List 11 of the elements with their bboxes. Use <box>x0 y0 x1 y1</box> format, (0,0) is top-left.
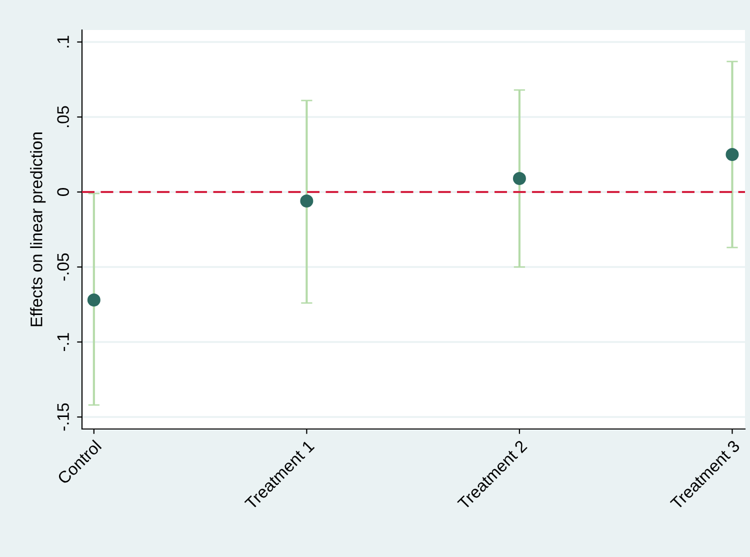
point <box>87 293 100 307</box>
y-tick-label: .05 <box>57 106 69 128</box>
y-tick-label: -.1 <box>57 333 69 351</box>
point <box>726 148 739 162</box>
y-tick-label: 0 <box>57 188 69 196</box>
point <box>300 194 314 208</box>
y-axis-title: Effects on linear prediction <box>30 132 46 326</box>
y-tick-label: -.05 <box>57 253 69 281</box>
point <box>512 172 526 186</box>
y-tick-label: .1 <box>57 36 69 48</box>
y-tick-label: -.15 <box>57 403 69 431</box>
